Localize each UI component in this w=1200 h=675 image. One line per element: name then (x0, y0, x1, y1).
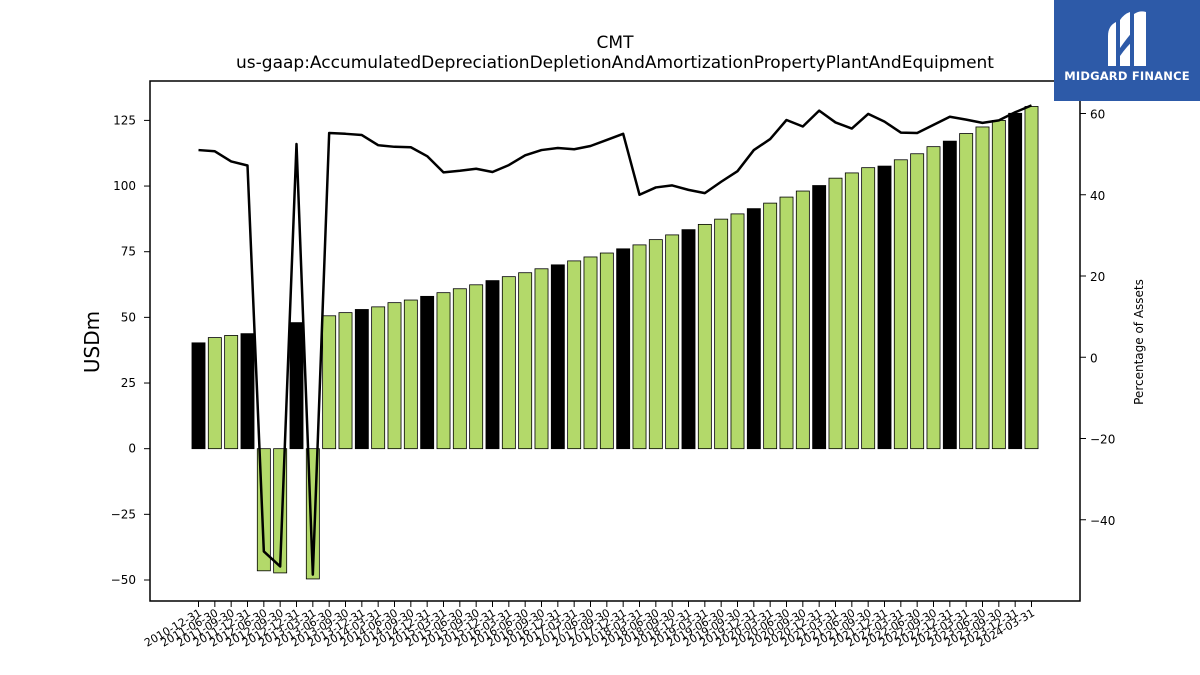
bar (436, 292, 451, 450)
midgard-finance-logo: MIDGARD FINANCE (1054, 0, 1200, 101)
logo-mark-icon (1108, 11, 1146, 67)
y2-tick-label: −40 (1090, 514, 1115, 528)
bar (207, 337, 222, 450)
bar (697, 223, 712, 450)
percentage-line (198, 104, 1032, 576)
plot-frame (149, 80, 1081, 602)
bar (861, 167, 876, 450)
bar (926, 146, 941, 450)
y-tick-label: 125 (113, 113, 136, 127)
y2-tick-label: 40 (1090, 189, 1105, 203)
bar (485, 280, 500, 450)
bar (371, 306, 386, 450)
bar (991, 119, 1006, 450)
y-tick-label: 50 (121, 310, 136, 324)
bar (550, 264, 565, 450)
bar (616, 248, 631, 450)
bar (420, 295, 435, 450)
bar (501, 276, 516, 450)
bar (289, 322, 304, 450)
bar (665, 234, 680, 450)
bar (975, 126, 990, 450)
chart-title: CMT (597, 33, 635, 53)
y-tick-label: 75 (121, 245, 136, 259)
bar (387, 302, 402, 450)
bar (812, 185, 827, 450)
bar (893, 159, 908, 450)
bar (959, 133, 974, 450)
bar (240, 333, 255, 450)
bar (338, 312, 353, 450)
y2-tick-label: −20 (1090, 433, 1115, 447)
bar (567, 260, 582, 450)
bar (469, 284, 484, 450)
bar (403, 299, 418, 450)
bar (795, 190, 810, 450)
y-tick-label: 0 (128, 442, 136, 456)
bar (648, 239, 663, 450)
logo-text: MIDGARD FINANCE (1064, 69, 1190, 83)
bar (779, 196, 794, 450)
bar (583, 256, 598, 450)
bar (714, 218, 729, 450)
bar (844, 172, 859, 450)
y2-tick-label: 0 (1090, 351, 1098, 365)
bar (681, 229, 696, 450)
y2-axis-label: Percentage of Assets (1132, 279, 1146, 405)
bar (910, 153, 925, 450)
y-tick-label: 100 (113, 179, 136, 193)
y-tick-label: −50 (111, 573, 136, 587)
bar (1008, 112, 1023, 450)
bar (534, 268, 549, 450)
y-tick-label: 25 (121, 376, 136, 390)
bar (746, 208, 761, 450)
y2-tick-label: 20 (1090, 270, 1105, 284)
bar (877, 165, 892, 450)
bar (828, 177, 843, 450)
bar (452, 288, 467, 450)
y-axis-label: USDm (80, 311, 104, 373)
bar (1024, 106, 1039, 450)
chart-subtitle: us-gaap:AccumulatedDepreciationDepletion… (236, 53, 994, 73)
y-tick-label: −25 (111, 507, 136, 521)
bar (518, 272, 533, 450)
bar (730, 213, 745, 450)
bar (354, 309, 369, 450)
bar (632, 244, 647, 450)
bar (599, 252, 614, 450)
bar (942, 140, 957, 450)
bar (191, 342, 206, 450)
bar (763, 202, 778, 450)
bar (322, 315, 337, 450)
y2-tick-label: 60 (1090, 108, 1105, 122)
bar (224, 335, 239, 450)
